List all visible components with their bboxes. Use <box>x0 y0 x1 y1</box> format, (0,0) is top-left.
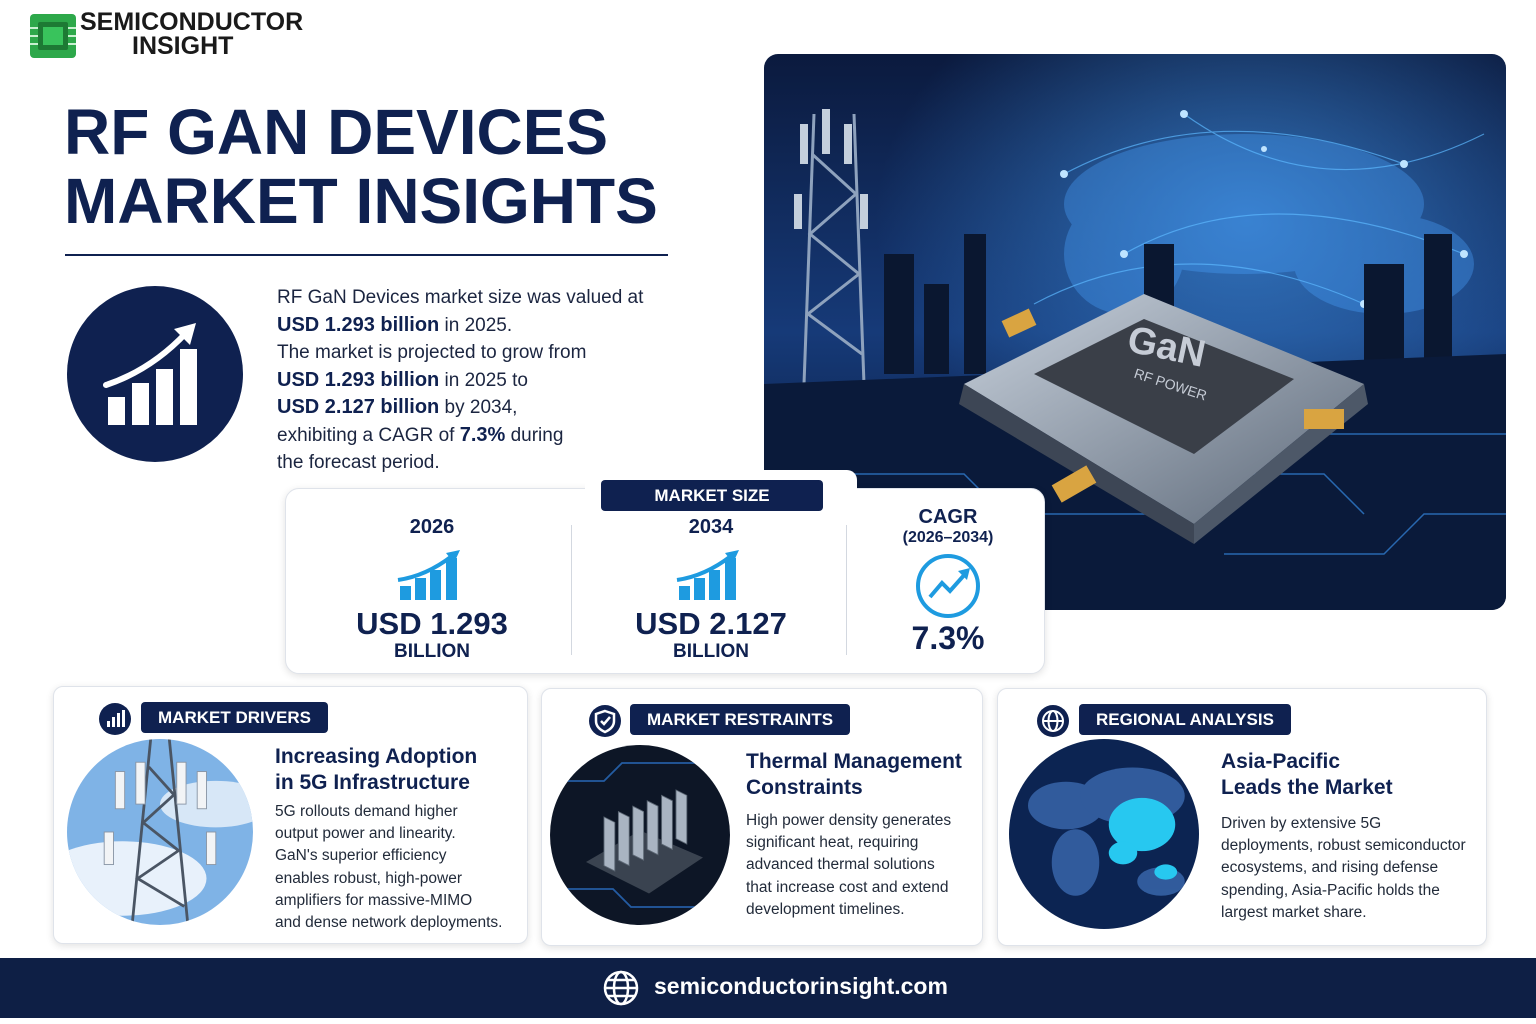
summary-text: by 2034, <box>439 397 518 418</box>
growth-icon <box>67 286 243 462</box>
card-body-line: spending, Asia-Pacific holds the <box>1221 881 1440 899</box>
card-tag: MARKET RESTRAINTS <box>630 704 851 735</box>
card-body-line: significant heat, requiring <box>746 834 919 852</box>
summary-line: USD 1.293 billion in 2025. <box>277 312 643 340</box>
card-body-line: development timelines. <box>746 900 905 918</box>
card-body-line: output power and linearity. <box>275 825 456 843</box>
hero-image: GaN RF POWER <box>764 54 1506 610</box>
summary-text: in 2025. <box>439 314 513 336</box>
card-body-line: High power density generates <box>746 812 952 829</box>
summary-text: The market is projected to grow from <box>277 342 587 363</box>
logo-text: SEMICONDUCTOR INSIGHT <box>80 8 304 60</box>
title-rule <box>65 254 668 256</box>
cagr-value: 7.3% <box>911 620 985 656</box>
card-image <box>67 739 253 925</box>
divider <box>571 525 572 655</box>
card-heading: in 5G Infrastructure <box>275 771 470 794</box>
year: 2034 <box>688 516 734 538</box>
footer-url: semiconductorinsight.com <box>654 973 948 999</box>
card-body-line: and dense network deployments. <box>275 914 503 931</box>
logo-icon <box>30 14 76 58</box>
card-body-line: 5G rollouts demand higher <box>275 803 458 820</box>
summary-highlight: USD 1.293 billion <box>277 368 440 391</box>
summary-text: in 2025 to <box>439 369 529 391</box>
summary-line: The market is projected to grow from <box>277 339 643 367</box>
unit: BILLION <box>394 641 470 662</box>
summary-line: USD 2.127 billion by 2034, <box>277 394 643 422</box>
summary: RF GaN Devices market size was valued at… <box>277 284 643 477</box>
market-size-tag: MARKET SIZE <box>601 480 823 511</box>
card-body-line: GaN's superior efficiency <box>275 847 447 865</box>
card-tag: REGIONAL ANALYSIS <box>1079 704 1291 735</box>
divider <box>846 525 847 655</box>
summary-highlight: 7.3% <box>459 423 506 446</box>
card-image <box>550 745 730 925</box>
logo-line: INSIGHT <box>132 32 234 60</box>
card-body-line: deployments, robust semiconductor <box>1221 837 1466 855</box>
card-heading: Asia-Pacific <box>1221 750 1341 773</box>
summary-highlight: USD 1.293 billion <box>277 313 440 336</box>
growth-bars-icon <box>676 550 739 600</box>
summary-text: during <box>505 424 564 446</box>
year: 2026 <box>409 516 455 538</box>
card-image <box>1009 739 1199 929</box>
card-icon <box>589 705 621 737</box>
card-icon <box>99 703 131 735</box>
card-body-line: enables robust, high-power <box>275 869 462 887</box>
cagr-period: (2026–2034) <box>902 529 994 546</box>
card-tag: MARKET DRIVERS <box>141 702 329 733</box>
logo-line: SEMICONDUCTOR <box>80 8 304 36</box>
summary-line: RF GaN Devices market size was valued at <box>277 284 643 312</box>
card-heading: Leads the Market <box>1221 776 1393 799</box>
card-body-line: largest market share. <box>1221 903 1367 921</box>
cagr-icon <box>916 554 980 618</box>
card-heading: Constraints <box>746 776 863 799</box>
summary-highlight: USD 2.127 billion <box>277 396 440 418</box>
cagr-label: CAGR <box>918 506 978 528</box>
card-heading: Thermal Management <box>746 750 962 773</box>
summary-text: the forecast period. <box>277 452 440 473</box>
card-body-line: Driven by extensive 5G <box>1221 815 1382 832</box>
globe-icon <box>603 970 639 1006</box>
card-body-line: ecosystems, and rising defense <box>1221 859 1439 877</box>
summary-line: exhibiting a CAGR of 7.3% during <box>277 422 643 450</box>
value: USD 2.127 <box>635 606 787 641</box>
card-heading: Increasing Adoption <box>275 745 478 768</box>
unit: BILLION <box>673 641 749 662</box>
summary-line: USD 1.293 billion in 2025 to <box>277 367 643 395</box>
title-line: MARKET INSIGHTS <box>64 165 658 237</box>
card-body-line: that increase cost and extend <box>746 878 949 896</box>
value: USD 1.293 <box>356 606 508 641</box>
summary-text: exhibiting a CAGR of <box>277 424 460 446</box>
card-body-line: advanced thermal solutions <box>746 856 935 874</box>
title-line: RF GAN DEVICES <box>64 96 609 168</box>
summary-text: RF GaN Devices market size was valued at <box>277 287 644 308</box>
growth-bars-icon <box>397 550 460 600</box>
card-body-line: amplifiers for massive-MIMO <box>275 891 473 909</box>
card-icon <box>1037 705 1069 737</box>
summary-line: the forecast period. <box>277 449 643 477</box>
footer <box>0 958 1536 1018</box>
